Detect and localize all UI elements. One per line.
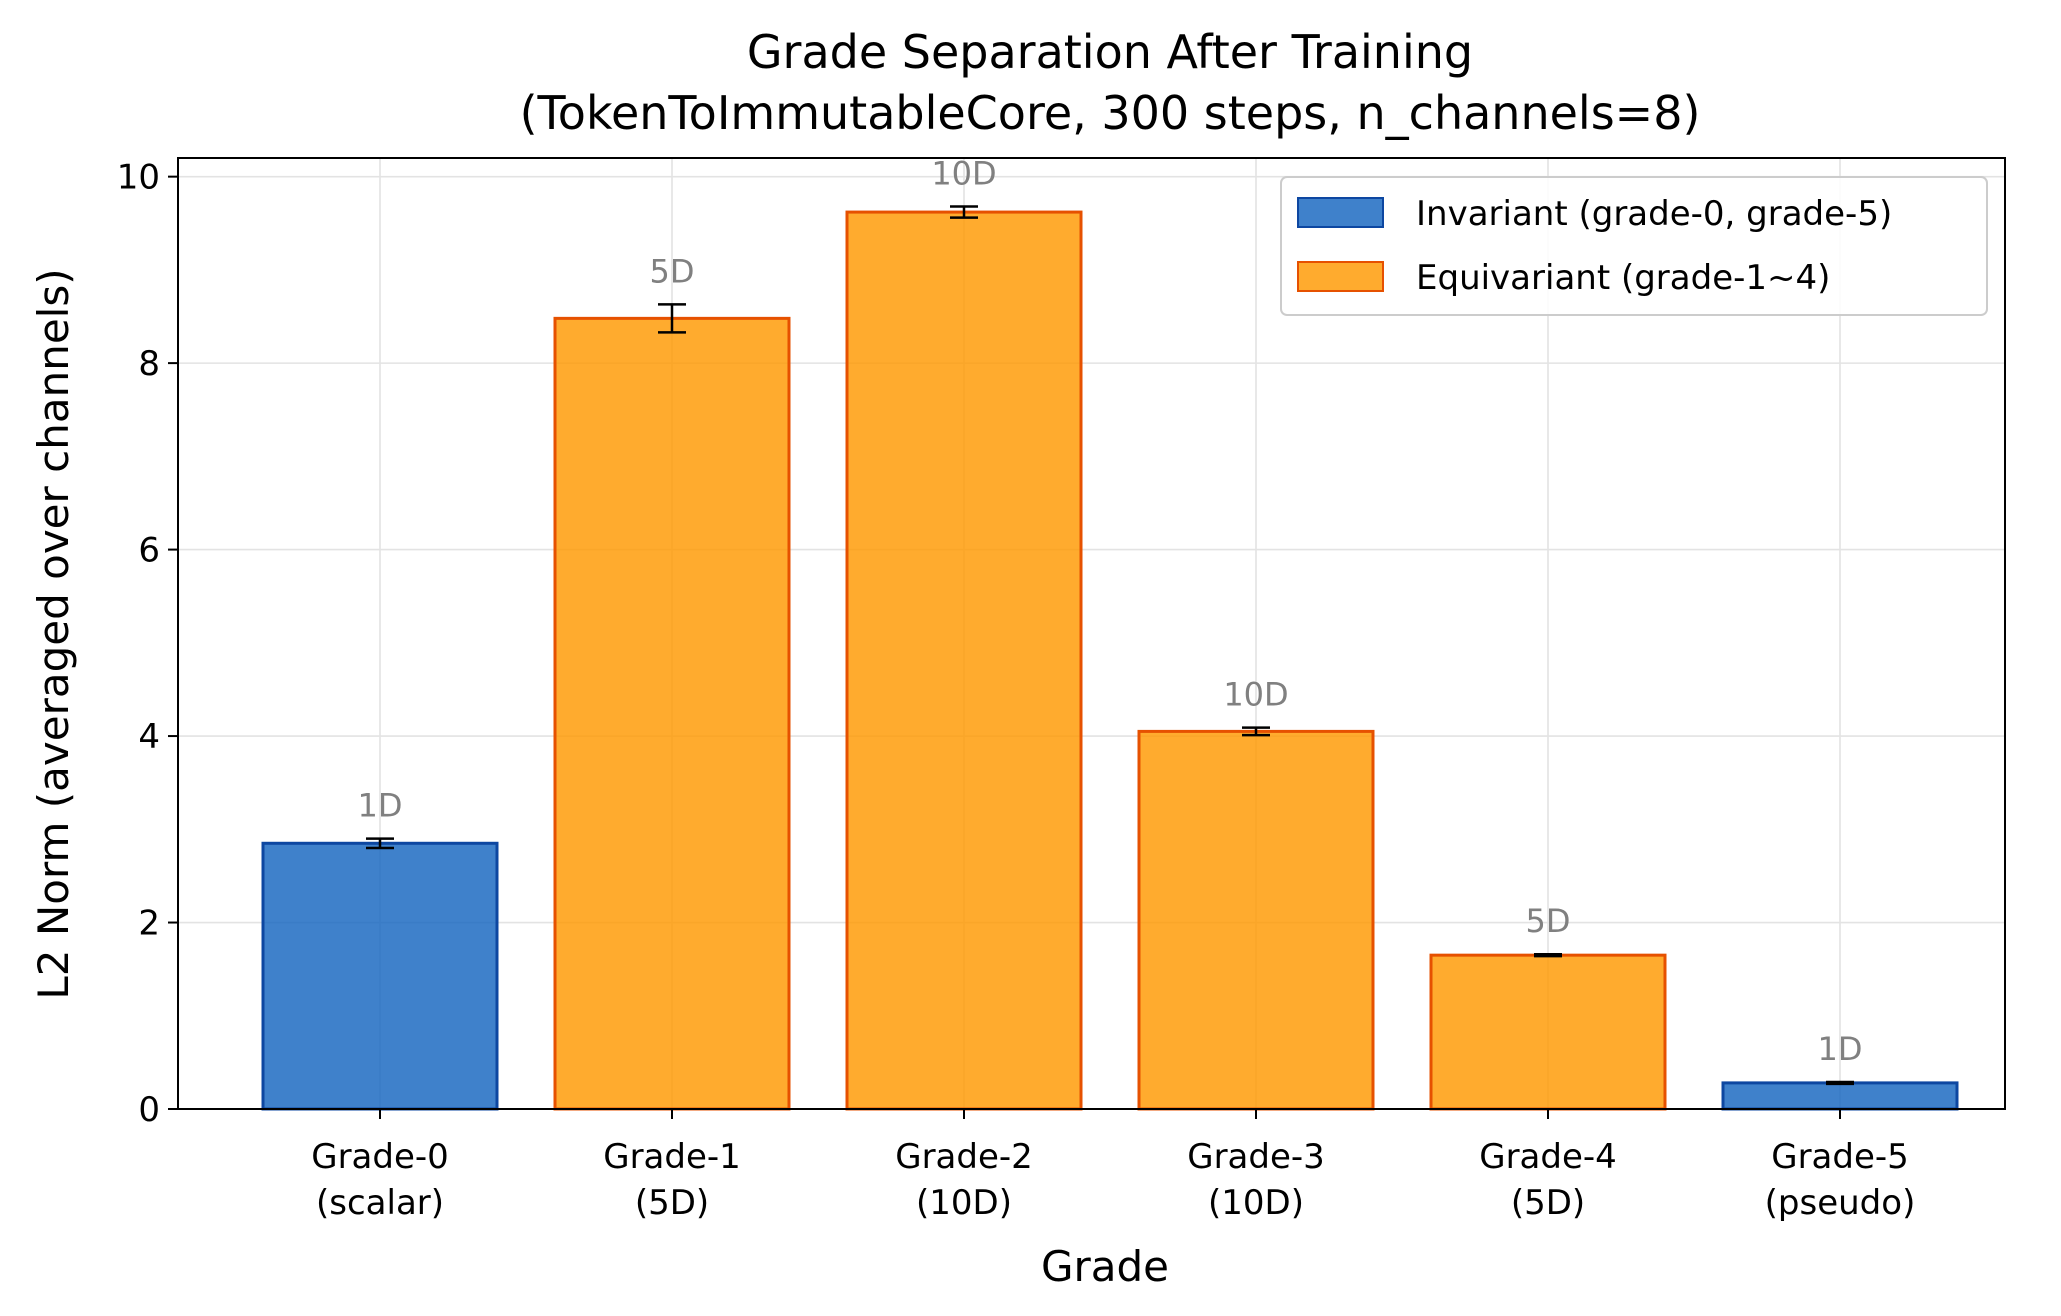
x-tick-label-detail: (5D) [1511,1183,1585,1223]
y-tick-label: 8 [138,344,160,384]
bar-equivariant [845,210,1083,1111]
x-tick-label-name: Grade-3 [1187,1137,1325,1177]
bar-equivariant [1429,953,1667,1111]
x-axis-label: Grade [1041,1242,1169,1291]
bar-equivariant [553,316,791,1111]
y-tick-label: 0 [138,1090,160,1130]
x-tick-label-detail: (scalar) [316,1183,444,1223]
dimension-label: 1D [358,787,403,825]
bars [261,210,1959,1111]
y-tick-label: 10 [117,158,160,198]
dimension-labels: 1D 5D 10D 10D 5D 1D [358,154,1863,1067]
x-tick-label-detail: (10D) [916,1183,1012,1223]
x-tick-label-name: Grade-4 [1479,1137,1617,1177]
x-tick-label-detail: (10D) [1208,1183,1304,1223]
legend-label-invariant: Invariant (grade-0, grade-5) [1416,194,1892,234]
error-bars [366,205,1854,1086]
dimension-label: 5D [650,252,695,290]
bar-equivariant [1137,729,1375,1111]
legend-swatch-invariant [1297,197,1384,228]
legend-box [1280,176,1988,316]
x-tick-label-detail: (pseudo) [1765,1183,1916,1223]
legend-swatch-equivariant [1297,261,1384,292]
plot-frame [177,157,2006,1110]
legend: Invariant (grade-0, grade-5) Equivariant… [1280,176,1988,316]
bar-invariant [261,841,499,1111]
bar-invariant [1721,1081,1959,1111]
y-tick-label: 6 [138,531,160,571]
chart-subtitle: (TokenToImmutableCore, 300 steps, n_chan… [520,86,1701,140]
x-tick-label-name: Grade-5 [1771,1137,1909,1177]
x-tick-label-name: Grade-0 [311,1137,449,1177]
y-tick-label: 2 [138,904,160,944]
y-tick-label: 4 [138,717,160,757]
chart-title: Grade Separation After Training (TokenTo… [520,25,1701,140]
legend-label-equivariant: Equivariant (grade-1~4) [1416,258,1830,298]
dimension-label: 5D [1526,902,1571,940]
x-axis-ticks: Grade-0 (scalar) Grade-1 (5D) Grade-2 (10D) Gr… [311,1109,1915,1223]
chart-title-line1: Grade Separation After Training [747,25,1473,79]
dimension-label: 10D [1223,676,1288,714]
y-axis-ticks: 0 2 4 6 8 10 [117,158,178,1130]
x-tick-label-name: Grade-1 [603,1137,741,1177]
x-tick-label-name: Grade-2 [895,1137,1033,1177]
x-tick-label-detail: (5D) [635,1183,709,1223]
dimension-label: 10D [931,154,996,192]
dimension-label: 1D [1818,1030,1863,1068]
y-axis-label: L2 Norm (averaged over channels) [29,268,78,999]
